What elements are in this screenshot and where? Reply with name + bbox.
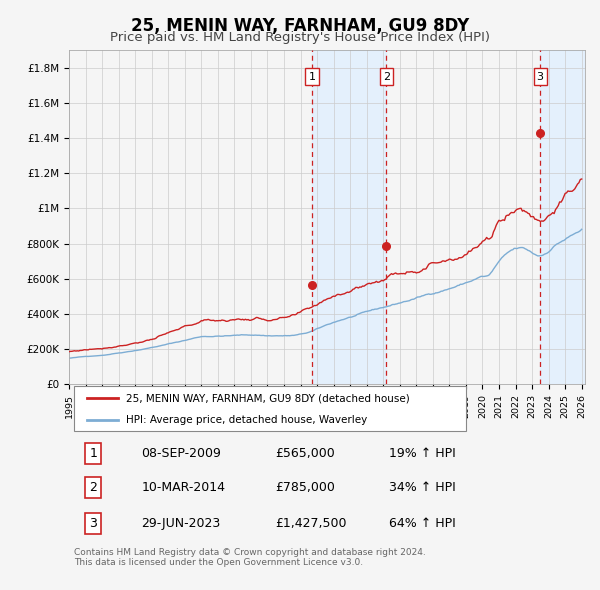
FancyBboxPatch shape [74,386,466,431]
Text: 19% ↑ HPI: 19% ↑ HPI [389,447,455,460]
Bar [312,50,386,384]
Text: 34% ↑ HPI: 34% ↑ HPI [389,481,455,494]
Text: £1,427,500: £1,427,500 [275,517,347,530]
Text: 25, MENIN WAY, FARNHAM, GU9 8DY (detached house): 25, MENIN WAY, FARNHAM, GU9 8DY (detache… [126,393,410,403]
Text: £785,000: £785,000 [275,481,335,494]
Text: HPI: Average price, detached house, Waverley: HPI: Average price, detached house, Wave… [126,415,367,425]
Text: 3: 3 [89,517,97,530]
Text: 25, MENIN WAY, FARNHAM, GU9 8DY: 25, MENIN WAY, FARNHAM, GU9 8DY [131,17,469,35]
Text: 1: 1 [308,71,316,81]
Text: Contains HM Land Registry data © Crown copyright and database right 2024.
This d: Contains HM Land Registry data © Crown c… [74,548,426,567]
Text: £565,000: £565,000 [275,447,335,460]
Text: 1: 1 [89,447,97,460]
Text: 29-JUN-2023: 29-JUN-2023 [141,517,220,530]
Bar [540,50,585,384]
Text: Price paid vs. HM Land Registry's House Price Index (HPI): Price paid vs. HM Land Registry's House … [110,31,490,44]
Text: 3: 3 [536,71,544,81]
Text: 64% ↑ HPI: 64% ↑ HPI [389,517,455,530]
Text: 08-SEP-2009: 08-SEP-2009 [141,447,221,460]
Text: 10-MAR-2014: 10-MAR-2014 [141,481,225,494]
Text: 2: 2 [89,481,97,494]
Text: 2: 2 [383,71,390,81]
